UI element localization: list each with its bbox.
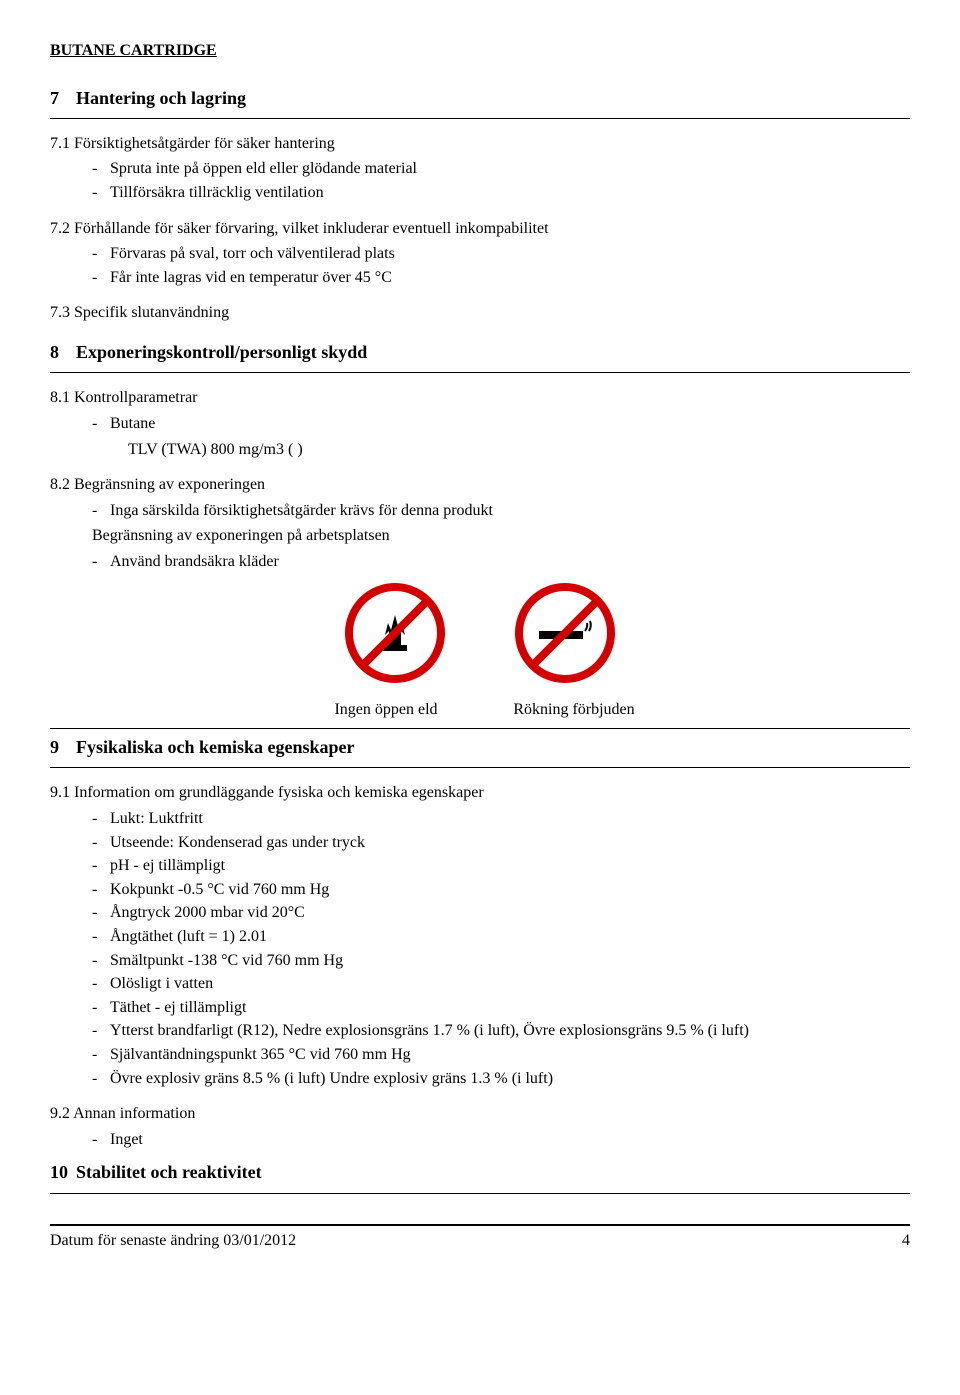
page-footer: Datum för senaste ändring 03/01/2012 4 — [50, 1230, 910, 1252]
no-smoking-sign — [515, 583, 615, 683]
section-9-title: 9Fysikaliska och kemiska egenskaper — [50, 735, 910, 759]
list-item: Ångtäthet (luft = 1) 2.01 — [110, 926, 910, 948]
list-item: Kokpunkt -0.5 °C vid 760 mm Hg — [110, 879, 910, 901]
list-item: Lukt: Luktfritt — [110, 808, 910, 830]
section-7-num: 7 — [50, 86, 76, 110]
list-item: Självantändningspunkt 365 °C vid 760 mm … — [110, 1044, 910, 1066]
subsection-9-2: 9.2 Annan information — [50, 1103, 910, 1125]
section-10-title: 10Stabilitet och reaktivitet — [50, 1160, 910, 1184]
list-item: Får inte lagras vid en temperatur över 4… — [110, 267, 910, 289]
list-8-1: Butane — [50, 413, 910, 435]
section-10-text: Stabilitet och reaktivitet — [76, 1162, 262, 1182]
section-9-text: Fysikaliska och kemiska egenskaper — [76, 737, 355, 757]
list-item: Smältpunkt -138 °C vid 760 mm Hg — [110, 950, 910, 972]
tlv-value: TLV (TWA) 800 mg/m3 ( ) — [50, 439, 910, 461]
list-item: Ångtryck 2000 mbar vid 20°C — [110, 902, 910, 924]
footer-page-number: 4 — [902, 1230, 910, 1252]
divider — [50, 1193, 910, 1194]
list-item: Täthet - ej tillämpligt — [110, 997, 910, 1019]
sign-labels: Ingen öppen eld Rökning förbjuden — [50, 699, 910, 721]
subsection-7-3: 7.3 Specifik slutanvändning — [50, 302, 910, 324]
prohibition-signs — [50, 583, 910, 683]
list-8-2b: Använd brandsäkra kläder — [50, 551, 910, 573]
section-9-num: 9 — [50, 735, 76, 759]
list-item: Tillförsäkra tillräcklig ventilation — [110, 182, 910, 204]
list-item: Ytterst brandfarligt (R12), Nedre explos… — [110, 1020, 910, 1042]
section-8-title: 8Exponeringskontroll/personligt skydd — [50, 340, 910, 364]
subsection-7-2: 7.2 Förhållande för säker förvaring, vil… — [50, 218, 910, 240]
list-item: pH - ej tillämpligt — [110, 855, 910, 877]
list-item: Inget — [110, 1129, 910, 1151]
list-item: Butane — [110, 413, 910, 435]
subsection-7-1: 7.1 Försiktighetsåtgärder för säker hant… — [50, 133, 910, 155]
divider — [50, 728, 910, 729]
list-9-1: Lukt: Luktfritt Utseende: Kondenserad ga… — [50, 808, 910, 1089]
list-item: Övre explosiv gräns 8.5 % (i luft) Undre… — [110, 1068, 910, 1090]
no-smoking-icon — [515, 583, 615, 683]
divider — [50, 767, 910, 768]
list-7-2: Förvaras på sval, torr och välventilerad… — [50, 243, 910, 288]
no-open-flame-sign — [345, 583, 445, 683]
no-open-flame-label: Ingen öppen eld — [311, 699, 461, 721]
no-open-flame-icon — [345, 583, 445, 683]
list-item: Utseende: Kondenserad gas under tryck — [110, 832, 910, 854]
list-item: Förvaras på sval, torr och välventilerad… — [110, 243, 910, 265]
footer-date: Datum för senaste ändring 03/01/2012 — [50, 1230, 296, 1252]
subsection-9-1: 9.1 Information om grundläggande fysiska… — [50, 782, 910, 804]
section-8-num: 8 — [50, 340, 76, 364]
subsection-8-2: 8.2 Begränsning av exponeringen — [50, 474, 910, 496]
list-9-2: Inget — [50, 1129, 910, 1151]
list-7-1: Spruta inte på öppen eld eller glödande … — [50, 158, 910, 203]
divider — [50, 118, 910, 119]
list-8-2a: Inga särskilda försiktighetsåtgärder krä… — [50, 500, 910, 522]
subsection-8-2-workplace: Begränsning av exponeringen på arbetspla… — [50, 525, 910, 547]
list-item: Spruta inte på öppen eld eller glödande … — [110, 158, 910, 180]
section-8-text: Exponeringskontroll/personligt skydd — [76, 342, 367, 362]
section-10-num: 10 — [50, 1160, 76, 1184]
document-header: BUTANE CARTRIDGE — [50, 40, 910, 62]
divider — [50, 372, 910, 373]
no-smoking-label: Rökning förbjuden — [499, 699, 649, 721]
footer-divider — [50, 1224, 910, 1226]
list-item: Använd brandsäkra kläder — [110, 551, 910, 573]
subsection-8-1: 8.1 Kontrollparametrar — [50, 387, 910, 409]
list-item: Inga särskilda försiktighetsåtgärder krä… — [110, 500, 910, 522]
section-7-text: Hantering och lagring — [76, 88, 246, 108]
section-7-title: 7Hantering och lagring — [50, 86, 910, 110]
list-item: Olösligt i vatten — [110, 973, 910, 995]
